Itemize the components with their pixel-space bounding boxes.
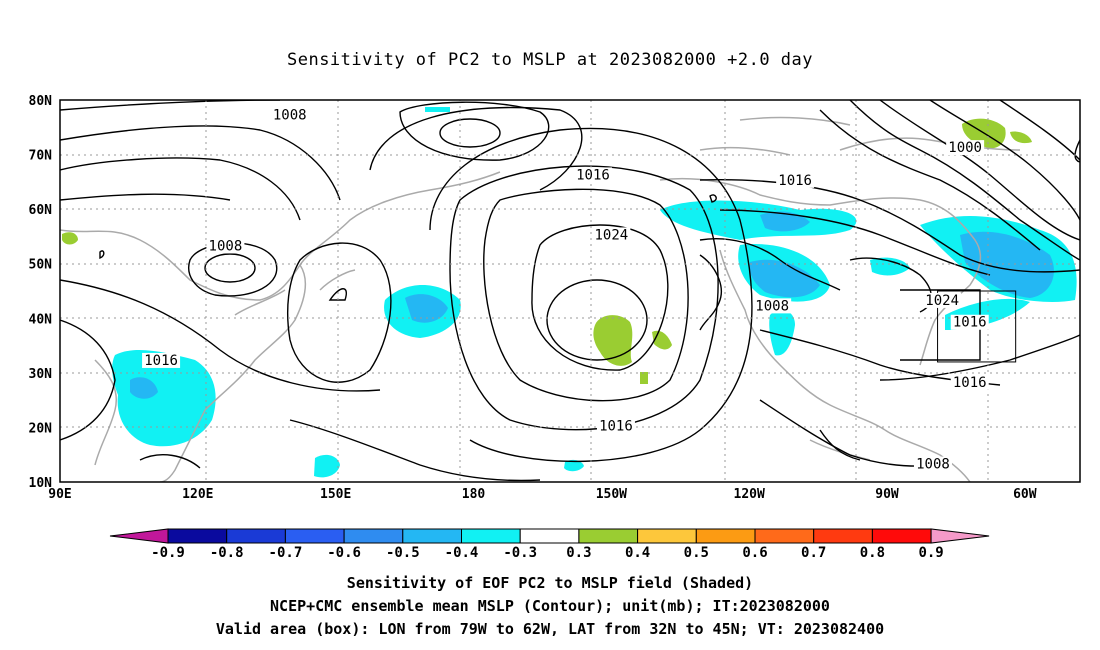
colorbar-swatch — [461, 528, 521, 544]
contour-label-bg — [142, 352, 181, 368]
contour-label: 1016 — [953, 375, 987, 391]
colorbar-label: -0.3 — [503, 545, 537, 561]
colorbar-swatch — [343, 528, 404, 544]
contour-label-bg — [776, 172, 815, 188]
negative-shading-strong — [130, 211, 1054, 399]
colorbar-swatch — [284, 528, 345, 544]
contour-label-bg — [913, 456, 952, 472]
colorbar-swatch — [695, 528, 756, 544]
contour-label: 1000 — [948, 140, 982, 156]
lon-tick-label: 90E — [48, 487, 71, 502]
sensitivity-shading — [62, 107, 1077, 478]
lat-tick-label: 60N — [29, 203, 53, 218]
lon-tick-label: 150W — [596, 487, 627, 502]
lat-tick-label: 10N — [29, 476, 53, 491]
lat-tick-label: 40N — [29, 312, 53, 327]
lon-tick-label: 180 — [462, 487, 486, 502]
colorbar-swatch — [637, 528, 697, 544]
contour-label-bg — [950, 314, 989, 330]
contour-label-bg — [950, 374, 989, 390]
contour-label-bg — [592, 227, 631, 243]
contour-label: 1008 — [209, 238, 243, 254]
lon-tick-label: 60W — [1013, 487, 1037, 502]
contour-label: 1016 — [599, 418, 633, 434]
colorbar-label: 0.4 — [625, 545, 650, 561]
contour-label-bg — [573, 167, 612, 183]
colorbar-swatch — [402, 528, 462, 544]
map-title: Sensitivity of PC2 to MSLP at 2023082000… — [286, 50, 813, 70]
colorbar-swatch — [226, 528, 286, 544]
contour-label-bg — [753, 298, 792, 314]
colorbar-swatch — [519, 528, 580, 544]
lat-tick-label: 80N — [29, 94, 53, 109]
contour-label: 1024 — [925, 293, 959, 309]
contour-label-bg — [596, 418, 635, 434]
colorbar-swatch — [813, 528, 873, 544]
colorbar: -0.9 -0.8 -0.7 -0.6 -0.5 -0.4 -0.3 0.3 0.4 0.5 0.6… — [109, 528, 990, 561]
contour-label-bg — [206, 238, 245, 254]
contour-label: 1016 — [576, 167, 610, 183]
colorbar-label: -0.9 — [151, 545, 185, 561]
lon-tick-label: 120W — [734, 487, 765, 502]
contour-label-bg — [923, 292, 962, 308]
lat-tick-label: 20N — [29, 421, 53, 436]
lat-tick-label: 70N — [29, 149, 53, 164]
contour-label: 1016 — [144, 353, 178, 369]
colorbar-label: 0.8 — [860, 545, 885, 561]
lon-tick-label: 150E — [320, 487, 351, 502]
caption-line-2: NCEP+CMC ensemble mean MSLP (Contour); u… — [270, 597, 830, 615]
lon-tick-label: 120E — [182, 487, 213, 502]
contour-label-bg — [946, 140, 985, 156]
colorbar-label: 0.7 — [801, 545, 826, 561]
colorbar-label: -0.6 — [327, 545, 361, 561]
contour-label: 1008 — [916, 457, 950, 473]
colorbar-label: 0.5 — [684, 545, 709, 561]
contour-label: 1016 — [953, 315, 987, 331]
colorbar-label: 0.9 — [918, 545, 943, 561]
colorbar-label: -0.8 — [210, 545, 244, 561]
contour-label: 1016 — [778, 173, 812, 189]
mslp-contours — [60, 100, 1080, 482]
lon-tick-label: 90W — [875, 487, 899, 502]
colorbar-label: 0.6 — [742, 545, 767, 561]
caption-line-1: Sensitivity of EOF PC2 to MSLP field (Sh… — [346, 574, 754, 592]
contour-label: 1024 — [594, 227, 628, 243]
colorbar-swatch — [754, 528, 815, 544]
colorbar-label: 0.3 — [566, 545, 591, 561]
map-frame — [59, 99, 1081, 483]
colorbar-label: -0.7 — [269, 545, 303, 561]
contour-label-bg — [270, 107, 309, 123]
contour-label: 1008 — [273, 107, 307, 123]
colorbar-swatch — [578, 528, 639, 544]
lat-tick-label: 30N — [29, 367, 53, 382]
contour-label: 1008 — [755, 298, 789, 314]
axis-labels: 90E 120E 150E 180 150W 120W 90W 60W 80N 70N 60N 50N… — [29, 94, 1037, 502]
colorbar-cap-right — [930, 528, 990, 544]
lat-lon-grid — [60, 100, 1080, 482]
colorbar-label: -0.4 — [445, 545, 479, 561]
caption-line-3: Valid area (box): LON from 79W to 62W, L… — [215, 620, 885, 638]
contour-labels: 1008 1016 1008 1016 1016 1000 1008 1024 1008 1024… — [142, 107, 989, 473]
colorbar-label: -0.5 — [386, 545, 420, 561]
colorbar-swatch — [871, 528, 932, 544]
valid-area-box — [937, 290, 1017, 363]
colorbar-swatch — [167, 528, 228, 544]
colorbar-cap-left — [109, 528, 169, 544]
lat-tick-label: 50N — [29, 258, 53, 273]
